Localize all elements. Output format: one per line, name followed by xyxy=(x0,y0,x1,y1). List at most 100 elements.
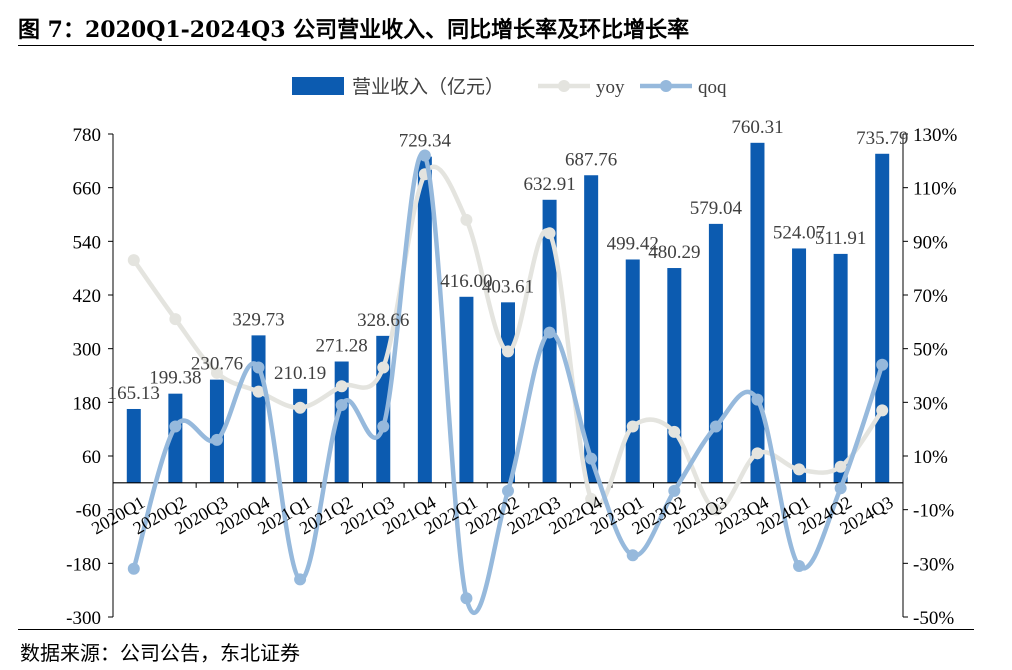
title-divider xyxy=(18,45,974,46)
left-tick-label: 660 xyxy=(73,179,102,200)
left-tick-label: 60 xyxy=(82,447,101,468)
right-tick-label: -10% xyxy=(913,501,954,522)
bar-value-label: 524.07 xyxy=(773,222,825,243)
yoy-point-2024Q3 xyxy=(876,404,889,417)
yoy-point-2023Q4 xyxy=(751,447,764,460)
bar-value-label: 230.76 xyxy=(191,354,243,375)
yoy-point-2022Q2 xyxy=(502,345,514,358)
bar-2022Q2 xyxy=(501,302,515,483)
yoy-point-2023Q3 xyxy=(709,503,722,516)
bar-2023Q4 xyxy=(750,142,765,483)
bar-2024Q1 xyxy=(792,248,807,483)
qoq-point-2022Q2 xyxy=(502,484,514,497)
bar-value-label: 329.73 xyxy=(232,309,284,330)
legend-label-revenue: 营业收入（亿元） xyxy=(352,76,504,98)
legend: 营业收入（亿元） yoy qoq xyxy=(292,76,727,98)
bar-value-label: 632.91 xyxy=(523,174,575,195)
yoy-point-2020Q1 xyxy=(127,254,140,267)
qoq-point-2020Q4 xyxy=(252,361,265,374)
qoq-point-2023Q3 xyxy=(709,420,722,433)
right-tick-label: -50% xyxy=(913,608,954,628)
right-tick-label: 10% xyxy=(913,447,948,468)
yoy-line xyxy=(131,164,885,512)
left-tick-label: 180 xyxy=(73,393,102,414)
bar-2022Q3 xyxy=(542,199,557,483)
bar-2023Q2 xyxy=(667,268,682,483)
left-tick-label: -180 xyxy=(66,554,101,575)
bar-2020Q3 xyxy=(209,379,224,483)
qoq-point-2023Q1 xyxy=(626,549,639,562)
bar-value-label: 687.76 xyxy=(565,149,617,170)
right-tick-label: 110% xyxy=(913,179,957,200)
bar-value-label: 735.79 xyxy=(856,128,908,149)
bar-2022Q4 xyxy=(584,175,599,483)
yoy-point-2023Q2 xyxy=(668,425,681,438)
bar-value-label: 760.31 xyxy=(731,117,783,138)
qoq-point-2023Q2 xyxy=(668,484,681,497)
qoq-point-2020Q1 xyxy=(127,562,140,575)
growth-lines xyxy=(127,149,889,616)
legend-label-yoy: yoy xyxy=(596,77,625,98)
qoq-point-2021Q2 xyxy=(335,399,348,412)
bar-value-label: 328.66 xyxy=(357,310,409,331)
bar-value-label: 729.34 xyxy=(399,131,452,152)
yoy-point-2020Q2 xyxy=(169,313,182,326)
legend-marker-qoq xyxy=(660,80,672,92)
right-tick-label: 130% xyxy=(913,125,958,146)
qoq-point-2022Q4 xyxy=(585,452,598,465)
qoq-point-2020Q2 xyxy=(169,420,182,433)
left-tick-label: -60 xyxy=(76,501,101,522)
bar-2021Q2 xyxy=(334,361,349,483)
qoq-point-2024Q2 xyxy=(834,482,847,495)
bar-2020Q4 xyxy=(251,335,266,483)
left-tick-label: 540 xyxy=(73,232,102,253)
left-tick-label: 300 xyxy=(73,340,102,361)
yoy-point-2021Q2 xyxy=(335,380,348,393)
yoy-point-2024Q2 xyxy=(834,460,847,473)
right-tick-label: -30% xyxy=(913,554,954,575)
bar-2024Q2 xyxy=(833,253,848,483)
bar-value-label: 511.91 xyxy=(815,228,867,249)
right-tick-label: 70% xyxy=(913,286,948,307)
bar-value-label: 416.00 xyxy=(440,271,492,292)
yoy-point-2020Q3 xyxy=(210,366,223,379)
qoq-point-2021Q3 xyxy=(377,420,390,433)
bar-value-label: 499.42 xyxy=(607,233,659,254)
qoq-point-2022Q1 xyxy=(460,592,473,605)
bar-value-label: 210.19 xyxy=(274,363,326,384)
qoq-point-2023Q4 xyxy=(751,393,764,406)
yoy-point-2022Q1 xyxy=(460,213,473,226)
left-tick-label: -300 xyxy=(66,608,101,628)
right-tick-label: 50% xyxy=(913,340,948,361)
bar-2024Q3 xyxy=(875,153,890,483)
bar-value-label: 199.38 xyxy=(149,368,201,389)
bar-2023Q1 xyxy=(625,259,640,483)
bar-value-label: 579.04 xyxy=(690,198,743,219)
legend-swatch-revenue xyxy=(292,77,344,95)
qoq-point-2020Q3 xyxy=(210,433,223,446)
qoq-point-2021Q1 xyxy=(294,573,307,586)
yoy-point-2022Q4 xyxy=(585,492,598,505)
qoq-point-2021Q4 xyxy=(418,149,431,162)
right-tick-label: 90% xyxy=(913,232,948,253)
yoy-point-2024Q1 xyxy=(793,463,806,476)
right-tick-label: 30% xyxy=(913,393,948,414)
chart-title: 图 7：2020Q1-2024Q3 公司营业收入、同比增长率及环比增长率 xyxy=(18,17,690,43)
bar-2020Q2 xyxy=(168,393,183,483)
qoq-point-2024Q3 xyxy=(876,358,889,371)
bar-2022Q1 xyxy=(459,296,474,483)
yoy-point-2021Q1 xyxy=(294,401,307,414)
yoy-point-2021Q3 xyxy=(377,361,390,374)
yoy-point-2020Q4 xyxy=(252,385,265,398)
yoy-point-2023Q1 xyxy=(626,420,639,433)
yoy-point-2022Q3 xyxy=(543,227,556,240)
qoq-point-2024Q1 xyxy=(793,560,806,573)
qoq-point-2022Q3 xyxy=(543,326,556,339)
bar-value-label: 165.13 xyxy=(108,383,160,404)
source-divider xyxy=(18,629,974,630)
bar-value-label: 271.28 xyxy=(316,336,368,357)
data-source: 数据来源：公司公告，东北证券 xyxy=(20,641,300,665)
legend-label-qoq: qoq xyxy=(698,77,727,98)
